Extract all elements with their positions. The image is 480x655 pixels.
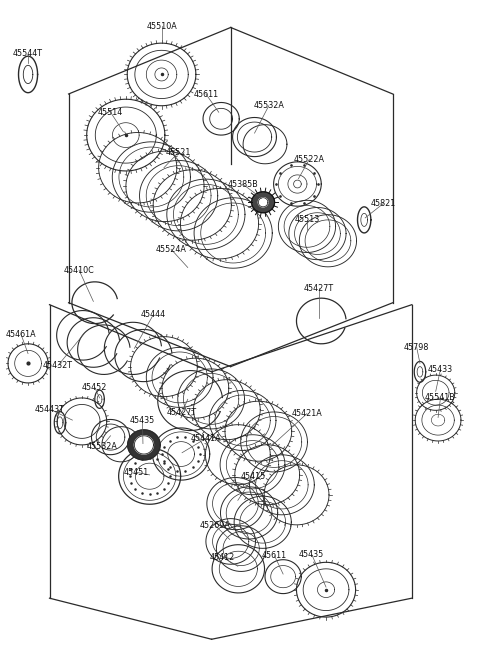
Text: 45798: 45798 — [404, 343, 429, 352]
Polygon shape — [258, 198, 268, 207]
Text: 45513: 45513 — [294, 215, 320, 225]
Text: 45385B: 45385B — [227, 179, 258, 189]
Text: 45443T: 45443T — [35, 405, 64, 413]
Text: 45427T: 45427T — [167, 408, 197, 417]
Text: 45269A: 45269A — [200, 521, 231, 531]
Text: 45452: 45452 — [82, 383, 108, 392]
Polygon shape — [134, 436, 154, 454]
Text: 45412: 45412 — [209, 553, 235, 561]
Text: 45611: 45611 — [262, 552, 287, 560]
Text: 45821: 45821 — [371, 199, 396, 208]
Text: 45532A: 45532A — [86, 441, 118, 451]
Text: 45435: 45435 — [299, 550, 324, 559]
Text: 45532A: 45532A — [253, 102, 284, 110]
Text: 45410C: 45410C — [64, 266, 95, 274]
Text: 45435: 45435 — [130, 416, 155, 424]
Text: 45510A: 45510A — [146, 22, 177, 31]
Text: 45433: 45433 — [428, 365, 453, 374]
Polygon shape — [128, 430, 160, 460]
Text: 45451: 45451 — [124, 468, 149, 477]
Text: 45514: 45514 — [98, 108, 123, 117]
Text: 45541B: 45541B — [425, 394, 456, 402]
Text: 45521: 45521 — [166, 148, 191, 157]
Text: 45522A: 45522A — [294, 155, 325, 164]
Text: 45544T: 45544T — [13, 49, 43, 58]
Text: 45427T: 45427T — [304, 284, 334, 293]
Text: 45444: 45444 — [141, 310, 166, 319]
Polygon shape — [252, 192, 275, 213]
Text: 45432T: 45432T — [43, 361, 73, 370]
Text: 45524A: 45524A — [156, 245, 187, 253]
Text: 45441A: 45441A — [191, 434, 221, 443]
Text: 45461A: 45461A — [6, 329, 36, 339]
Text: 45421A: 45421A — [291, 409, 323, 418]
Text: 45415: 45415 — [241, 472, 266, 481]
Text: 45611: 45611 — [193, 90, 218, 98]
